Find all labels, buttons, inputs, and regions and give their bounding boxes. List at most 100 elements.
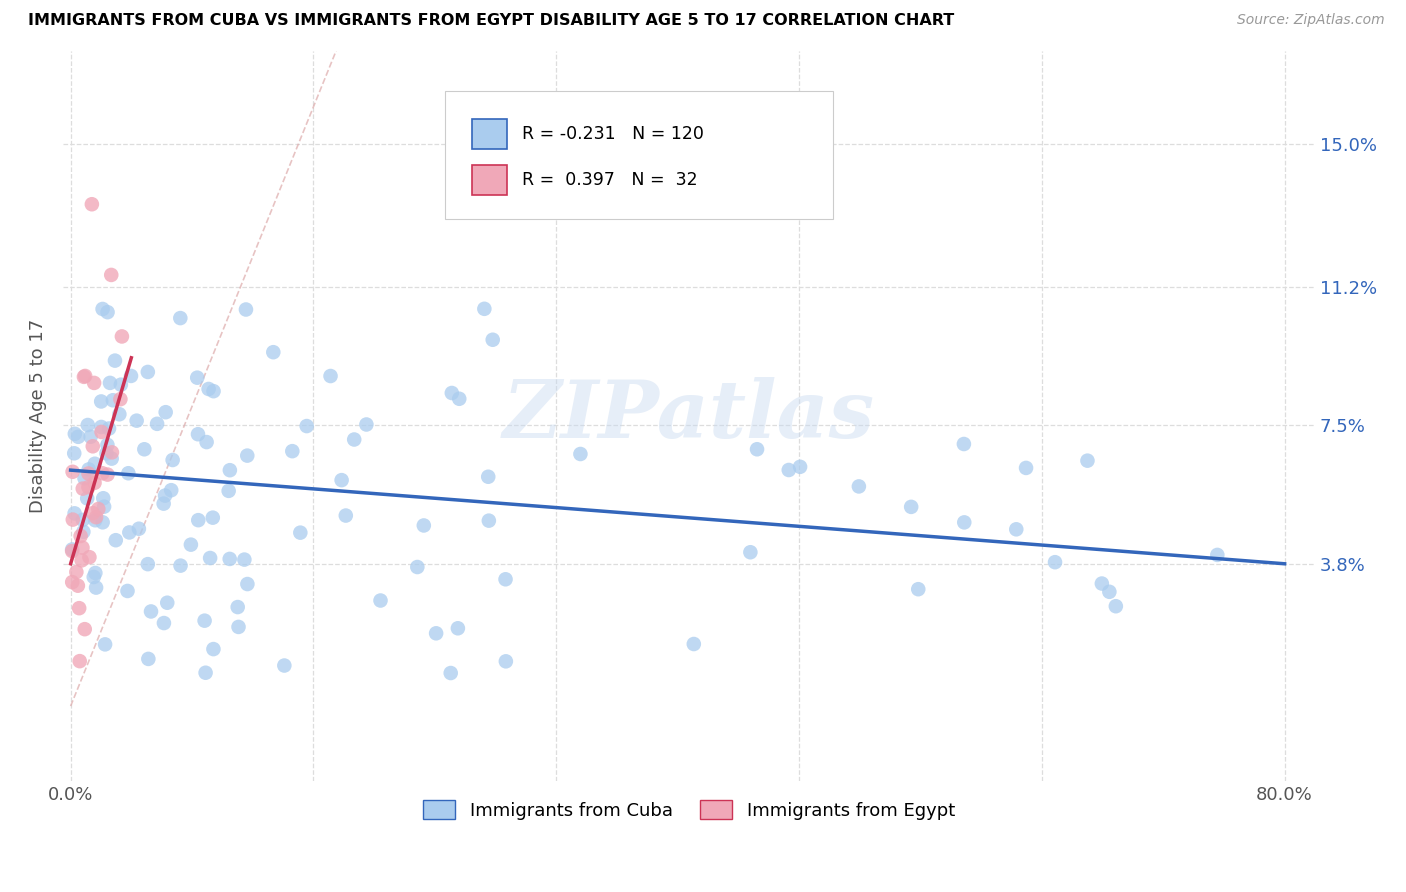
Point — [77, 462, 100, 476]
Point — [98, 421, 121, 435]
Point — [218, 552, 240, 566]
Point — [180, 538, 202, 552]
Point — [80, 197, 103, 211]
Point — [91, 301, 114, 316]
Point — [236, 577, 259, 591]
Point — [169, 558, 191, 573]
Y-axis label: Disability Age 5 to 17: Disability Age 5 to 17 — [30, 318, 46, 513]
Point — [197, 382, 219, 396]
Point — [75, 368, 97, 383]
Point — [789, 459, 811, 474]
Point — [146, 417, 169, 431]
Point — [481, 333, 503, 347]
Point — [202, 384, 225, 399]
Point — [273, 658, 295, 673]
Point — [111, 329, 134, 343]
Point — [778, 463, 800, 477]
Point — [139, 604, 162, 618]
Point — [84, 513, 107, 527]
Point — [118, 525, 141, 540]
Point — [63, 426, 86, 441]
Point — [76, 491, 98, 506]
Point — [101, 393, 124, 408]
Point — [440, 386, 463, 401]
Point — [194, 614, 217, 628]
Point — [449, 392, 471, 406]
Point — [79, 550, 101, 565]
Text: IMMIGRANTS FROM CUBA VS IMMIGRANTS FROM EGYPT DISABILITY AGE 5 TO 17 CORRELATION: IMMIGRANTS FROM CUBA VS IMMIGRANTS FROM … — [28, 13, 955, 29]
Point — [156, 596, 179, 610]
Point — [82, 439, 104, 453]
Point — [900, 500, 922, 514]
Point — [83, 475, 105, 490]
Point — [62, 513, 84, 527]
Point — [67, 430, 90, 444]
Point — [740, 545, 762, 559]
Point — [848, 479, 870, 493]
Point — [76, 417, 98, 432]
Point — [84, 566, 107, 580]
Point — [136, 557, 159, 571]
Point — [233, 552, 256, 566]
Point — [160, 483, 183, 498]
Bar — [472, 119, 508, 149]
Point — [60, 544, 83, 558]
Point — [447, 621, 470, 635]
Point — [187, 513, 209, 527]
Point — [96, 446, 118, 460]
FancyBboxPatch shape — [444, 91, 832, 219]
Point — [93, 500, 115, 514]
Point — [218, 463, 240, 477]
Point — [96, 305, 118, 319]
Point — [370, 593, 392, 607]
Point — [63, 446, 86, 460]
Point — [90, 425, 112, 439]
Point — [1043, 555, 1066, 569]
Point — [295, 419, 318, 434]
Point — [745, 442, 768, 457]
Point — [187, 427, 209, 442]
Point — [110, 392, 132, 406]
Bar — [472, 165, 508, 195]
Point — [79, 430, 101, 444]
Point — [82, 506, 104, 520]
Point — [1098, 584, 1121, 599]
Text: R = -0.231   N = 120: R = -0.231 N = 120 — [523, 125, 704, 143]
Point — [953, 437, 976, 451]
Point — [77, 480, 100, 494]
Point — [262, 345, 284, 359]
Point — [104, 533, 127, 548]
Point — [91, 516, 114, 530]
Point — [91, 491, 114, 506]
Point — [98, 376, 121, 390]
Point — [72, 482, 94, 496]
Point — [169, 311, 191, 326]
Point — [478, 514, 501, 528]
Point — [682, 637, 704, 651]
Point — [495, 654, 517, 668]
Point — [440, 666, 463, 681]
Point — [108, 407, 131, 421]
Point — [62, 465, 84, 479]
Point — [290, 525, 312, 540]
Point — [153, 489, 176, 503]
Text: Source: ZipAtlas.com: Source: ZipAtlas.com — [1237, 13, 1385, 28]
Point — [73, 369, 96, 384]
Point — [72, 524, 94, 539]
Point — [495, 572, 517, 586]
Point — [84, 510, 107, 524]
Point — [77, 467, 100, 481]
Text: R =  0.397   N =  32: R = 0.397 N = 32 — [523, 171, 699, 189]
Point — [569, 447, 592, 461]
Point — [65, 565, 87, 579]
Point — [125, 414, 148, 428]
Point — [235, 302, 257, 317]
Point — [236, 449, 259, 463]
Point — [91, 467, 114, 481]
Point — [90, 394, 112, 409]
Point — [162, 453, 184, 467]
Point — [202, 642, 225, 657]
Point — [152, 497, 174, 511]
Point — [90, 420, 112, 434]
Point — [1091, 576, 1114, 591]
